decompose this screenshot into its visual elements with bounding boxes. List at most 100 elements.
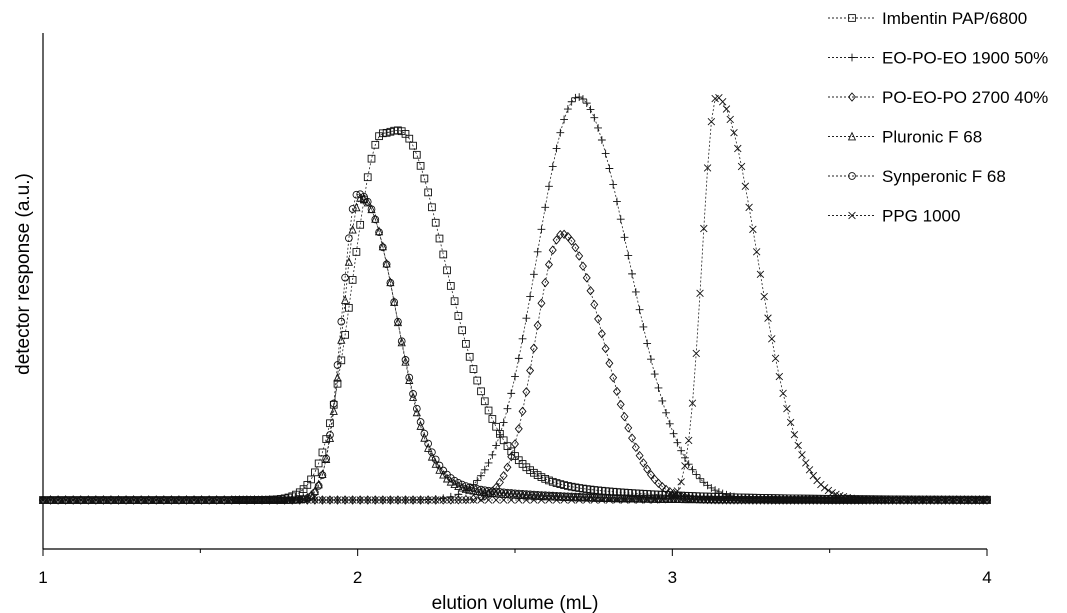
data-point bbox=[579, 95, 587, 103]
x-tick-label: 3 bbox=[668, 568, 677, 587]
data-point bbox=[458, 326, 466, 335]
data-point bbox=[428, 448, 436, 457]
data-point bbox=[730, 128, 738, 137]
data-point bbox=[386, 277, 395, 287]
data-point bbox=[454, 479, 463, 487]
data-point bbox=[205, 496, 213, 504]
data-point bbox=[556, 128, 565, 137]
data-point bbox=[409, 141, 417, 150]
data-point bbox=[220, 496, 228, 504]
data-point bbox=[979, 496, 987, 504]
data-point bbox=[975, 496, 984, 504]
data-point bbox=[726, 115, 734, 124]
data-point bbox=[688, 465, 697, 474]
data-point bbox=[760, 495, 769, 504]
data-point bbox=[926, 496, 935, 504]
data-point bbox=[556, 492, 565, 500]
data-point bbox=[341, 496, 349, 504]
data-point bbox=[597, 136, 606, 144]
data-point bbox=[605, 358, 614, 369]
data-point bbox=[677, 495, 685, 503]
data-point bbox=[39, 496, 47, 504]
data-point bbox=[137, 496, 145, 504]
data-point bbox=[544, 259, 553, 270]
data-point bbox=[522, 387, 531, 397]
data-point bbox=[145, 496, 153, 504]
data-point bbox=[650, 370, 659, 378]
data-point bbox=[522, 314, 531, 323]
data-point bbox=[439, 495, 448, 505]
data-point bbox=[495, 488, 505, 498]
data-point bbox=[159, 495, 168, 505]
data-point bbox=[722, 495, 731, 504]
data-point bbox=[409, 495, 418, 505]
data-point bbox=[930, 496, 938, 504]
data-point bbox=[537, 298, 546, 308]
data-point bbox=[582, 273, 591, 283]
data-point bbox=[439, 496, 447, 504]
data-point bbox=[590, 113, 599, 122]
data-point bbox=[786, 418, 795, 427]
data-point bbox=[507, 389, 516, 398]
data-point bbox=[405, 373, 414, 382]
data-point bbox=[650, 496, 659, 504]
data-point bbox=[69, 496, 77, 504]
data-point bbox=[866, 495, 874, 504]
data-point bbox=[114, 496, 123, 504]
data-point bbox=[371, 215, 380, 224]
data-point bbox=[326, 431, 334, 439]
data-point bbox=[700, 224, 708, 233]
data-point bbox=[439, 250, 448, 259]
data-point bbox=[820, 484, 829, 492]
data-point bbox=[477, 471, 485, 480]
data-point bbox=[431, 495, 440, 505]
data-point bbox=[250, 496, 259, 504]
data-point bbox=[420, 429, 429, 438]
data-point bbox=[394, 317, 402, 326]
data-point bbox=[296, 496, 304, 504]
data-point bbox=[344, 257, 353, 266]
data-point bbox=[847, 496, 855, 504]
data-point bbox=[175, 496, 183, 504]
data-point bbox=[515, 496, 523, 504]
data-point bbox=[934, 496, 942, 504]
data-point bbox=[545, 491, 553, 500]
data-point bbox=[228, 496, 236, 504]
data-point bbox=[945, 496, 953, 504]
data-point bbox=[496, 488, 504, 496]
data-point bbox=[718, 495, 727, 504]
data-point bbox=[458, 480, 466, 489]
legend-label: Synperonic F 68 bbox=[882, 167, 1006, 186]
data-point bbox=[511, 489, 519, 498]
data-point bbox=[488, 487, 497, 496]
data-point bbox=[552, 235, 561, 245]
data-point bbox=[590, 496, 599, 504]
data-point bbox=[631, 442, 640, 453]
data-point bbox=[915, 496, 923, 504]
data-point bbox=[310, 486, 319, 495]
data-point bbox=[499, 418, 508, 427]
data-point bbox=[420, 174, 429, 183]
data-point bbox=[677, 478, 685, 486]
data-point bbox=[692, 470, 701, 479]
legend-entry: PPG 1000 bbox=[828, 207, 960, 226]
data-point bbox=[431, 455, 440, 464]
data-point bbox=[537, 491, 546, 499]
data-point bbox=[605, 493, 614, 502]
data-point bbox=[752, 248, 761, 256]
data-point bbox=[333, 495, 342, 505]
data-point bbox=[832, 495, 840, 504]
data-point bbox=[775, 372, 784, 381]
data-point bbox=[450, 297, 459, 306]
data-point bbox=[669, 492, 678, 500]
data-point bbox=[401, 356, 410, 364]
data-point bbox=[492, 422, 500, 431]
data-point bbox=[360, 192, 368, 201]
data-point bbox=[401, 495, 410, 505]
data-point bbox=[643, 339, 652, 348]
data-point bbox=[635, 494, 644, 503]
data-point bbox=[420, 433, 429, 442]
data-point bbox=[348, 205, 357, 213]
data-point bbox=[356, 496, 364, 504]
data-point bbox=[639, 322, 648, 331]
